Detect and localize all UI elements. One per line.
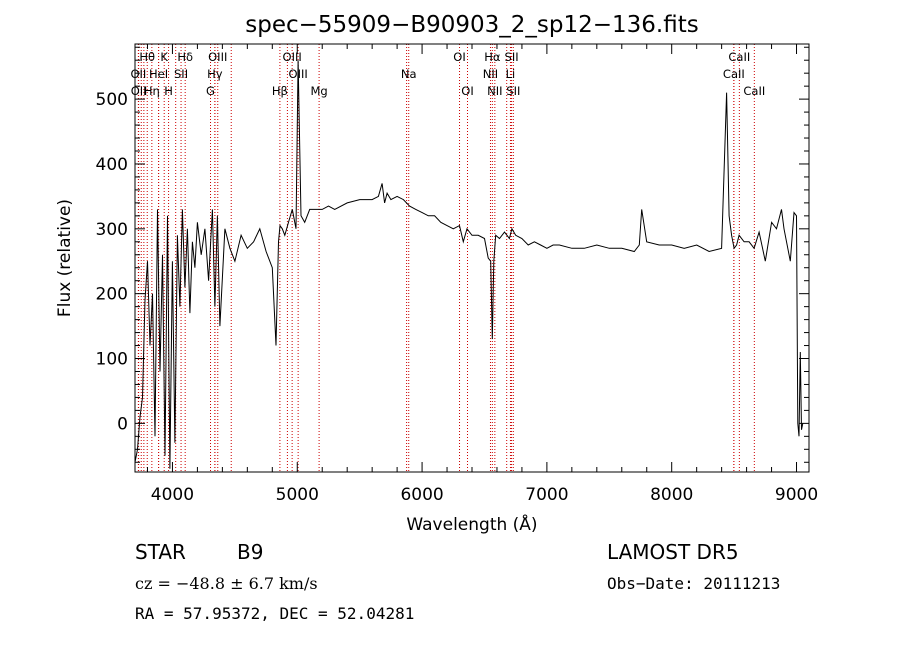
y-tick-label: 500	[96, 90, 128, 110]
spectral-line-label: OI	[453, 50, 465, 64]
spectral-subclass: B9	[237, 540, 264, 564]
spectral-line-label: Hγ	[207, 67, 223, 81]
spectral-line-label: SII	[174, 67, 188, 81]
spectral-line-label: CaII	[728, 50, 750, 64]
spectral-line-label: Mg	[310, 84, 327, 98]
x-tick-label: 7000	[525, 485, 568, 505]
x-tick-label: 9000	[775, 485, 818, 505]
spectral-line-label: Na	[401, 67, 417, 81]
radial-velocity: cz = −48.8 ± 6.7 km/s	[135, 574, 318, 593]
spectral-line-label: G	[206, 84, 215, 98]
axis-ticks: 4000 5000 6000 7000 8000 9000 0 100 200 300 400 500	[96, 44, 818, 505]
x-axis-label: Wavelength (Å)	[406, 513, 537, 535]
spectral-line-label: OIII	[283, 50, 302, 64]
chart-title: spec−55909−B90903_2_sp12−136.fits	[245, 12, 699, 38]
spectral-line-label: CaII	[743, 84, 765, 98]
sky-coordinates: RA = 57.95372, DEC = 52.04281	[135, 604, 415, 623]
y-tick-label: 300	[96, 220, 128, 240]
spectral-line-label: NII	[483, 67, 498, 81]
spectral-line-label: K	[160, 50, 168, 64]
spectral-line-label: Hα	[484, 50, 501, 64]
y-tick-label: 400	[96, 155, 128, 175]
spectral-line-markers	[137, 44, 755, 472]
spectral-line-label: Hβ	[272, 84, 288, 98]
spectrum-series-line	[134, 60, 804, 469]
spectral-line-label: CaII	[723, 67, 745, 81]
x-tick-label: 8000	[650, 485, 693, 505]
object-type: STAR	[135, 540, 186, 564]
spectral-line-label: OII	[130, 67, 146, 81]
spectral-line-label: SII	[505, 50, 519, 64]
y-axis-label: Flux (relative)	[55, 199, 75, 317]
spectral-line-label: OIII	[208, 50, 227, 64]
observation-date: Obs−Date: 20111213	[607, 574, 781, 593]
x-tick-label: 6000	[400, 485, 443, 505]
x-tick-label: 4000	[151, 485, 194, 505]
spectral-line-label: SII	[506, 84, 520, 98]
spectral-line-label: Li	[506, 67, 516, 81]
spectral-line-label: Hη	[144, 84, 160, 98]
x-tick-label: 5000	[276, 485, 319, 505]
spectral-line-label: H	[164, 84, 173, 98]
y-tick-label: 200	[96, 285, 128, 305]
spectral-line-label: OI	[461, 84, 473, 98]
y-tick-label: 100	[96, 350, 128, 370]
y-tick-label: 0	[117, 414, 128, 434]
spectral-line-label: Hδ	[177, 50, 193, 64]
spectral-line-label: NII	[487, 84, 502, 98]
survey-name: LAMOST DR5	[607, 540, 739, 564]
spectral-line-label: HeI	[149, 67, 168, 81]
spectral-line-label: Hθ	[139, 50, 155, 64]
